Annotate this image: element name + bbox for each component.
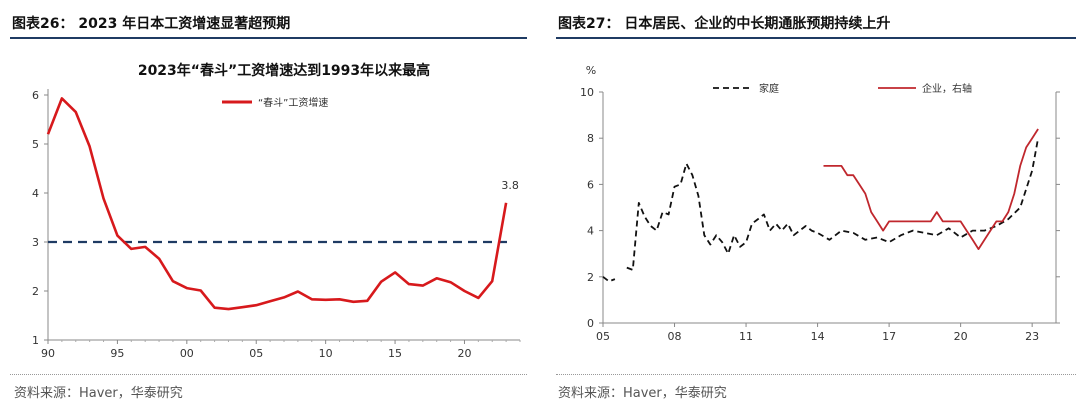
left-title-rule (10, 37, 527, 39)
left-panel: 图表26： 2023 年日本工资增速显著超预期 2023年“春斗”工资增速达到1… (0, 0, 530, 408)
series-line-household (602, 138, 1039, 283)
right-source: 资料来源：Haver，华泰研究 (558, 386, 727, 401)
x-tick-label: 20 (457, 347, 471, 360)
series-line-enterprise (823, 128, 1039, 250)
right-panel: 图表27： 日本居民、企业的中长期通胀预期持续上升 % 0 2 4 6 8 10 05 08 11… (548, 0, 1080, 408)
x-tick-label: 08 (668, 330, 682, 343)
data-label-2023: 3.8 (501, 179, 519, 192)
y-tick-label: 1 (32, 334, 39, 347)
x-tick-label: 15 (388, 347, 402, 360)
y-tick-label: 3 (32, 236, 39, 249)
x-tick-label: 11 (739, 330, 753, 343)
chart-title: 2023年“春斗”工资增速达到1993年以来最高 (138, 62, 430, 79)
y-tick-label: 0 (587, 317, 594, 330)
y-tick-label: 8 (587, 132, 594, 145)
right-title-rule (556, 37, 1076, 39)
y-tick-label: 2 (32, 285, 39, 298)
series-line-shuntou (46, 97, 508, 311)
x-tick-label: 23 (1025, 330, 1039, 343)
y-tick-label: 6 (32, 89, 39, 102)
legend-label-enterprise: 企业，右轴 (922, 82, 972, 95)
left-chart: 2023年“春斗”工资增速达到1993年以来最高 1 2 3 4 5 6 90 95 00 05 10… (32, 62, 521, 360)
y-tick-label: 4 (32, 187, 39, 200)
y-tick-label: 5 (32, 138, 39, 151)
left-figure-title: 图表26： 2023 年日本工资增速显著超预期 (12, 16, 291, 32)
x-tick-label: 10 (319, 347, 333, 360)
y-tick-label: 10 (580, 86, 594, 99)
x-tick-label: 17 (882, 330, 896, 343)
y-tick-label: 6 (587, 178, 594, 191)
x-tick-label: 05 (596, 330, 610, 343)
right-divider (556, 374, 1076, 375)
legend-label: “春斗”工资增速 (258, 96, 328, 109)
y-tick-label: 4 (587, 225, 594, 238)
right-chart: % 0 2 4 6 8 10 05 08 11 14 17 20 23 家庭 企业，右轴 (580, 64, 1060, 343)
legend-label-household: 家庭 (759, 82, 779, 95)
x-tick-label: 20 (954, 330, 968, 343)
x-tick-label: 90 (41, 347, 55, 360)
left-source: 资料来源：Haver，华泰研究 (14, 386, 183, 401)
x-tick-label: 95 (110, 347, 124, 360)
unit-label: % (586, 64, 596, 77)
x-tick-label: 00 (180, 347, 194, 360)
left-divider (10, 374, 527, 375)
x-tick-label: 14 (811, 330, 825, 343)
right-figure-title: 图表27： 日本居民、企业的中长期通胀预期持续上升 (558, 16, 891, 32)
x-tick-label: 05 (249, 347, 263, 360)
y-tick-label: 2 (587, 271, 594, 284)
